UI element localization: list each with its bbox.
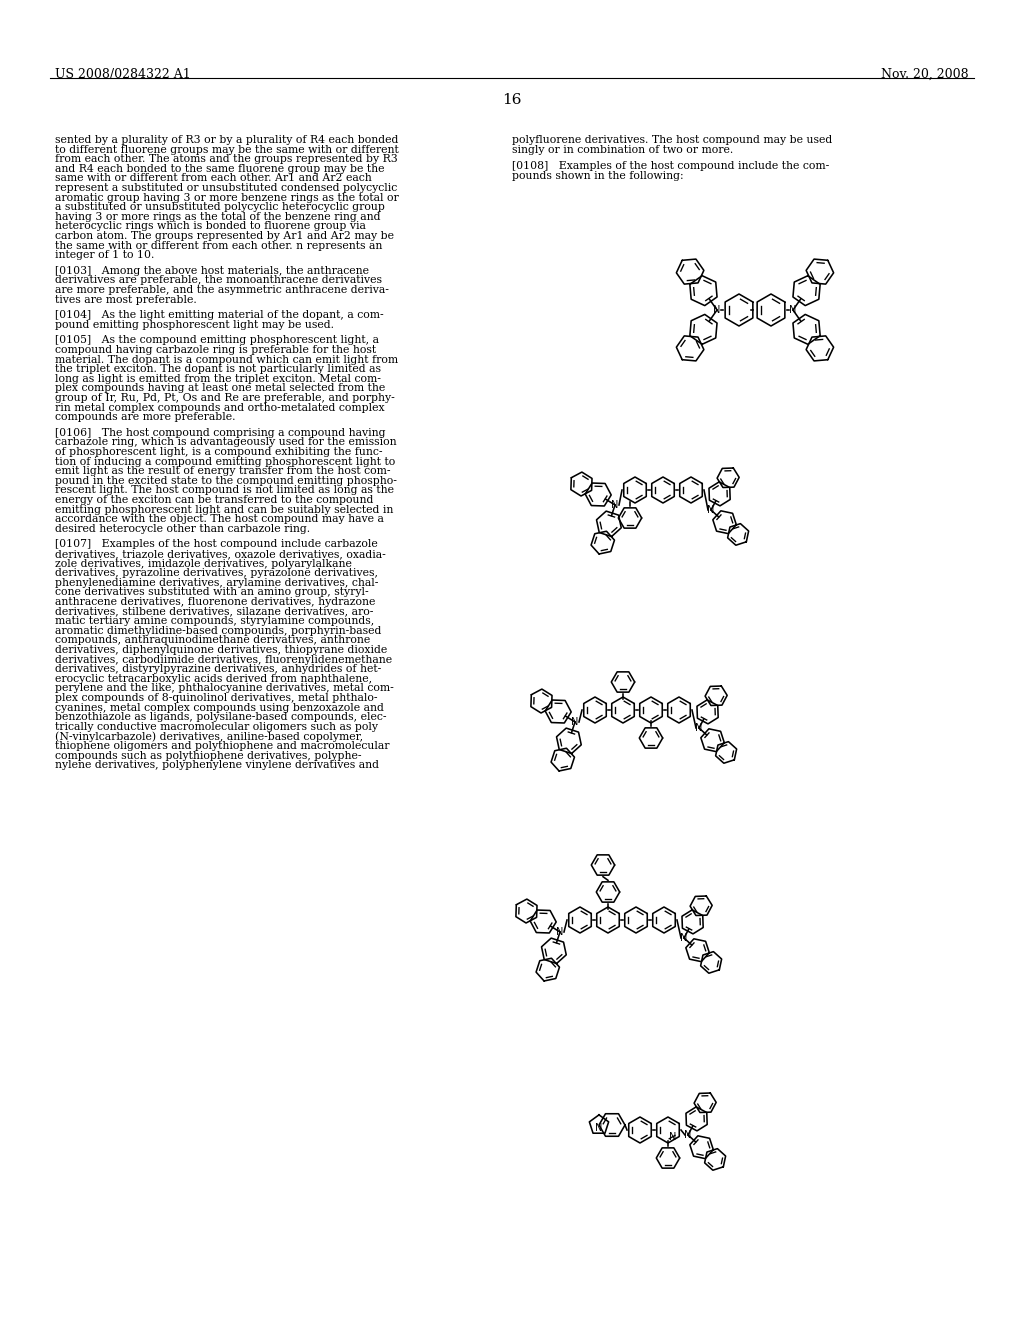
Text: having 3 or more rings as the total of the benzene ring and: having 3 or more rings as the total of t…	[55, 211, 381, 222]
Text: N: N	[670, 1131, 677, 1142]
Text: thiophene oligomers and polythiophene and macromolecular: thiophene oligomers and polythiophene an…	[55, 741, 389, 751]
Text: plex compounds having at least one metal selected from the: plex compounds having at least one metal…	[55, 383, 385, 393]
Text: compound having carbazole ring is preferable for the host: compound having carbazole ring is prefer…	[55, 345, 376, 355]
Text: cyanines, metal complex compounds using benzoxazole and: cyanines, metal complex compounds using …	[55, 702, 384, 713]
Text: benzothiazole as ligands, polysilane-based compounds, elec-: benzothiazole as ligands, polysilane-bas…	[55, 713, 386, 722]
Text: polyfluorene derivatives. The host compound may be used: polyfluorene derivatives. The host compo…	[512, 135, 833, 145]
Text: a substituted or unsubstituted polycyclic heterocyclic group: a substituted or unsubstituted polycycli…	[55, 202, 385, 213]
Text: [0106]   The host compound comprising a compound having: [0106] The host compound comprising a co…	[55, 428, 385, 438]
Text: derivatives, carbodiimide derivatives, fluorenylidenemethane: derivatives, carbodiimide derivatives, f…	[55, 655, 392, 664]
Text: energy of the exciton can be transferred to the compound: energy of the exciton can be transferred…	[55, 495, 374, 506]
Text: rescent light. The host compound is not limited as long as the: rescent light. The host compound is not …	[55, 486, 394, 495]
Text: to different fluorene groups may be the same with or different: to different fluorene groups may be the …	[55, 145, 398, 154]
Text: [0103]   Among the above host materials, the anthracene: [0103] Among the above host materials, t…	[55, 265, 369, 276]
Text: from each other. The atoms and the groups represented by R3: from each other. The atoms and the group…	[55, 154, 397, 164]
Text: carbazole ring, which is advantageously used for the emission: carbazole ring, which is advantageously …	[55, 437, 396, 447]
Text: N: N	[714, 305, 721, 315]
Text: N: N	[695, 723, 702, 733]
Text: pounds shown in the following:: pounds shown in the following:	[512, 170, 684, 181]
Text: rin metal complex compounds and ortho-metalated complex: rin metal complex compounds and ortho-me…	[55, 403, 385, 413]
Text: derivatives, triazole derivatives, oxazole derivatives, oxadia-: derivatives, triazole derivatives, oxazo…	[55, 549, 386, 558]
Text: N: N	[611, 500, 618, 510]
Text: (N-vinylcarbazole) derivatives, aniline-based copolymer,: (N-vinylcarbazole) derivatives, aniline-…	[55, 731, 364, 742]
Text: tives are most preferable.: tives are most preferable.	[55, 294, 197, 305]
Text: anthracene derivatives, fluorenone derivatives, hydrazone: anthracene derivatives, fluorenone deriv…	[55, 597, 376, 607]
Text: [0105]   As the compound emitting phosphorescent light, a: [0105] As the compound emitting phosphor…	[55, 335, 379, 346]
Text: erocyclic tetracarboxylic acids derived from naphthalene,: erocyclic tetracarboxylic acids derived …	[55, 673, 372, 684]
Text: zole derivatives, imidazole derivatives, polyarylalkane: zole derivatives, imidazole derivatives,…	[55, 558, 352, 569]
Text: aromatic dimethylidine-based compounds, porphyrin-based: aromatic dimethylidine-based compounds, …	[55, 626, 381, 636]
Text: derivatives, stilbene derivatives, silazane derivatives, aro-: derivatives, stilbene derivatives, silaz…	[55, 607, 374, 616]
Text: same with or different from each other. Ar1 and Ar2 each: same with or different from each other. …	[55, 173, 372, 183]
Text: compounds are more preferable.: compounds are more preferable.	[55, 412, 236, 422]
Text: N: N	[790, 305, 797, 315]
Text: heterocyclic rings which is bonded to fluorene group via: heterocyclic rings which is bonded to fl…	[55, 222, 366, 231]
Text: [0104]   As the light emitting material of the dopant, a com-: [0104] As the light emitting material of…	[55, 310, 384, 321]
Text: [0107]   Examples of the host compound include carbazole: [0107] Examples of the host compound inc…	[55, 540, 378, 549]
Text: sented by a plurality of R3 or by a plurality of R4 each bonded: sented by a plurality of R3 or by a plur…	[55, 135, 398, 145]
Text: emit light as the result of energy transfer from the host com-: emit light as the result of energy trans…	[55, 466, 390, 477]
Text: nylene derivatives, polyphenylene vinylene derivatives and: nylene derivatives, polyphenylene vinyle…	[55, 760, 379, 770]
Text: desired heterocycle other than carbazole ring.: desired heterocycle other than carbazole…	[55, 524, 310, 533]
Text: perylene and the like, phthalocyanine derivatives, metal com-: perylene and the like, phthalocyanine de…	[55, 684, 394, 693]
Text: N: N	[708, 506, 715, 515]
Text: matic tertiary amine compounds, styrylamine compounds,: matic tertiary amine compounds, styrylam…	[55, 616, 374, 626]
Text: compounds such as polythiophene derivatives, polyphe-: compounds such as polythiophene derivati…	[55, 751, 361, 760]
Text: plex compounds of 8-quinolinol derivatives, metal phthalo-: plex compounds of 8-quinolinol derivativ…	[55, 693, 378, 704]
Text: the same with or different from each other. n represents an: the same with or different from each oth…	[55, 240, 382, 251]
Text: singly or in combination of two or more.: singly or in combination of two or more.	[512, 145, 733, 154]
Text: N: N	[556, 927, 563, 937]
Text: the triplet exciton. The dopant is not particularly limited as: the triplet exciton. The dopant is not p…	[55, 364, 381, 374]
Text: N: N	[680, 933, 688, 942]
Text: phenylenediamine derivatives, arylamine derivatives, chal-: phenylenediamine derivatives, arylamine …	[55, 578, 379, 587]
Text: of phosphorescent light, is a compound exhibiting the func-: of phosphorescent light, is a compound e…	[55, 447, 383, 457]
Text: derivatives, pyrazoline derivatives, pyrazolone derivatives,: derivatives, pyrazoline derivatives, pyr…	[55, 568, 378, 578]
Text: compounds, anthraquinodimethane derivatives, anthrone: compounds, anthraquinodimethane derivati…	[55, 635, 371, 645]
Text: integer of 1 to 10.: integer of 1 to 10.	[55, 251, 155, 260]
Text: aromatic group having 3 or more benzene rings as the total or: aromatic group having 3 or more benzene …	[55, 193, 398, 202]
Text: represent a substituted or unsubstituted condensed polycyclic: represent a substituted or unsubstituted…	[55, 183, 397, 193]
Text: 16: 16	[502, 92, 522, 107]
Text: cone derivatives substituted with an amino group, styryl-: cone derivatives substituted with an ami…	[55, 587, 369, 598]
Text: derivatives, distyrylpyrazine derivatives, anhydrides of het-: derivatives, distyrylpyrazine derivative…	[55, 664, 381, 675]
Text: Nov. 20, 2008: Nov. 20, 2008	[882, 69, 969, 81]
Text: N: N	[684, 1130, 691, 1140]
Text: group of Ir, Ru, Pd, Pt, Os and Re are preferable, and porphy-: group of Ir, Ru, Pd, Pt, Os and Re are p…	[55, 393, 394, 403]
Text: tion of inducing a compound emitting phosphorescent light to: tion of inducing a compound emitting pho…	[55, 457, 395, 466]
Text: derivatives, diphenylquinone derivatives, thiopyrane dioxide: derivatives, diphenylquinone derivatives…	[55, 645, 387, 655]
Text: are more preferable, and the asymmetric anthracene deriva-: are more preferable, and the asymmetric …	[55, 285, 389, 294]
Text: N: N	[595, 1123, 603, 1133]
Text: long as light is emitted from the triplet exciton. Metal com-: long as light is emitted from the triple…	[55, 374, 381, 384]
Text: carbon atom. The groups represented by Ar1 and Ar2 may be: carbon atom. The groups represented by A…	[55, 231, 394, 242]
Text: and R4 each bonded to the same fluorene group may be the: and R4 each bonded to the same fluorene …	[55, 164, 384, 174]
Text: material. The dopant is a compound which can emit light from: material. The dopant is a compound which…	[55, 355, 398, 364]
Text: US 2008/0284322 A1: US 2008/0284322 A1	[55, 69, 190, 81]
Text: pound emitting phosphorescent light may be used.: pound emitting phosphorescent light may …	[55, 319, 334, 330]
Text: trically conductive macromolecular oligomers such as poly: trically conductive macromolecular oligo…	[55, 722, 378, 731]
Text: accordance with the object. The host compound may have a: accordance with the object. The host com…	[55, 515, 384, 524]
Text: pound in the excited state to the compound emitting phospho-: pound in the excited state to the compou…	[55, 475, 397, 486]
Text: [0108]   Examples of the host compound include the com-: [0108] Examples of the host compound inc…	[512, 161, 829, 172]
Text: N: N	[571, 717, 579, 727]
Text: derivatives are preferable, the monoanthracene derivatives: derivatives are preferable, the monoanth…	[55, 276, 382, 285]
Text: emitting phosphorescent light and can be suitably selected in: emitting phosphorescent light and can be…	[55, 504, 393, 515]
